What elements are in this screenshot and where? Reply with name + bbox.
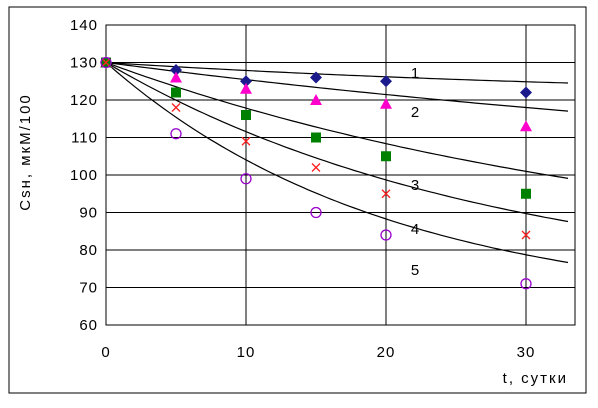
data-point-series-5 — [170, 128, 182, 140]
curve-label-1: 1 — [411, 65, 419, 82]
grid-lines — [106, 25, 575, 325]
curve-label-4: 4 — [411, 221, 419, 238]
data-point-series-2 — [380, 97, 392, 109]
fit-curves — [105, 61, 569, 264]
curve-label-3: 3 — [411, 177, 419, 194]
fit-curve-1 — [105, 61, 569, 84]
x-tick-label: 0 — [101, 344, 110, 361]
data-point-series-5 — [100, 56, 112, 69]
data-point-series-3 — [381, 151, 391, 162]
data-point-series-1 — [310, 71, 322, 84]
x-tick-label: 20 — [377, 344, 396, 361]
y-tick-label: 60 — [79, 317, 98, 334]
data-point-series-4 — [171, 103, 181, 112]
y-axis-label: Csн, мкМ/100 — [17, 93, 34, 211]
fit-curve-4 — [105, 61, 569, 223]
y-tick-label: 120 — [70, 92, 98, 109]
fit-curve-2 — [105, 61, 569, 112]
y-tick-label: 90 — [79, 205, 98, 222]
data-point-series-2 — [170, 71, 182, 83]
data-point-series-4 — [521, 230, 531, 240]
fit-curve-3 — [105, 61, 569, 179]
y-tick-label: 140 — [70, 17, 98, 34]
data-point-series-5 — [240, 173, 252, 185]
data-point-series-4 — [241, 136, 251, 146]
data-point-series-5 — [310, 206, 322, 219]
data-point-series-4 — [311, 163, 321, 172]
y-tick-label: 110 — [71, 130, 98, 147]
data-point-series-1 — [240, 75, 252, 88]
x-tick-label: 10 — [237, 344, 256, 361]
fit-curve-5 — [105, 62, 569, 264]
data-point-series-1 — [170, 64, 182, 76]
x-axis-label: t, сутки — [503, 370, 568, 387]
curve-label-2: 2 — [411, 104, 419, 121]
data-point-series-2 — [520, 120, 532, 132]
data-point-series-2 — [240, 82, 252, 94]
y-tick-label: 100 — [70, 167, 98, 184]
y-tick-label: 70 — [79, 280, 98, 297]
curve-labels: 1 2 3 4 5 — [411, 65, 419, 279]
data-point-series-3 — [241, 110, 251, 120]
y-tick-label: 130 — [70, 55, 98, 72]
data-point-series-4 — [381, 189, 391, 199]
data-point-series-1 — [380, 75, 392, 88]
data-point-series-3 — [311, 132, 321, 143]
x-tick-label: 30 — [517, 344, 536, 361]
data-point-series-2 — [310, 94, 322, 105]
y-tick-label: 80 — [79, 242, 98, 259]
data-point-series-4 — [101, 58, 111, 67]
data-point-series-5 — [380, 229, 392, 241]
data-point-series-3 — [521, 188, 531, 199]
curve-label-5: 5 — [411, 262, 419, 279]
data-points — [100, 56, 532, 290]
data-point-series-5 — [520, 278, 532, 290]
data-point-series-1 — [520, 86, 532, 99]
data-point-series-3 — [171, 87, 181, 98]
tick-labels: 60 70 80 90 100 110 120 130 140 0 10 20 30 — [70, 17, 536, 361]
